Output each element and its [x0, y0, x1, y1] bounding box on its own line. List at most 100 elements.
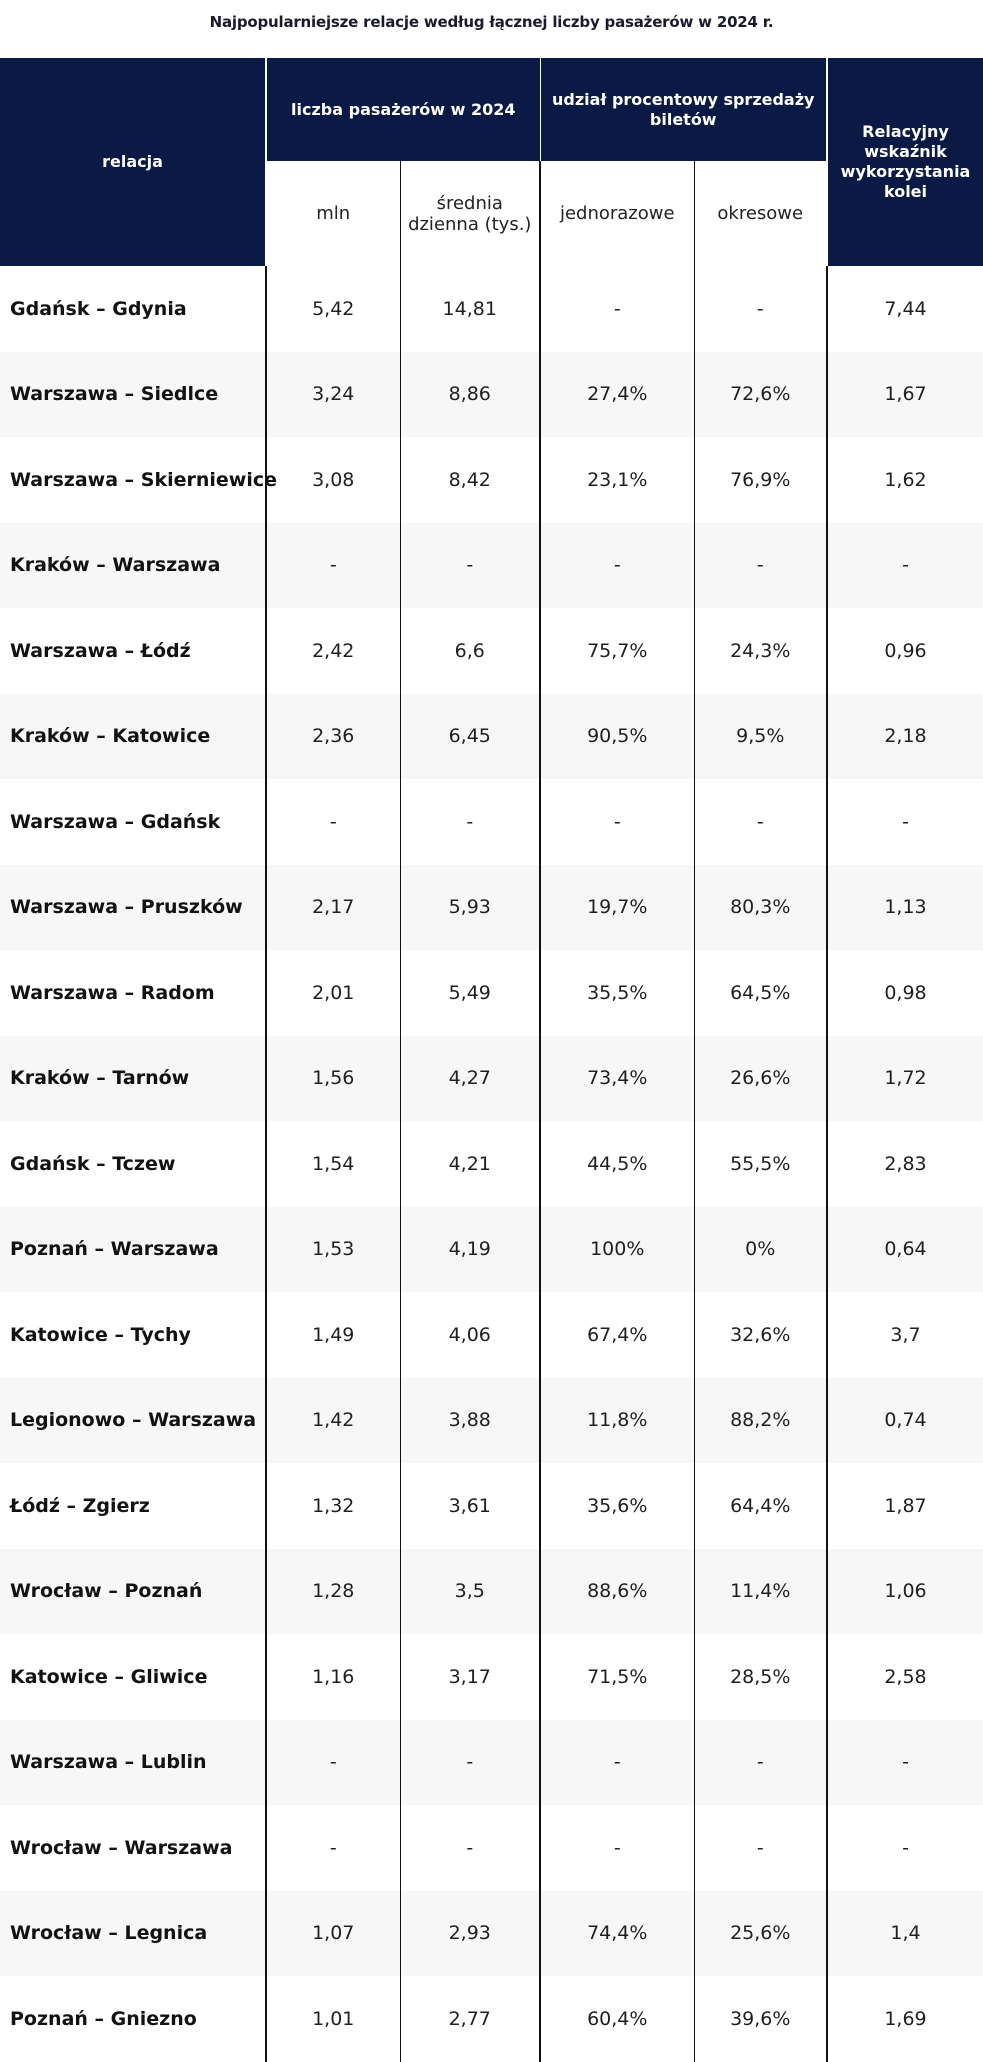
table-row: Wrocław – Poznań 1,28 3,5 88,6% 11,4% 1,06 [0, 1548, 983, 1634]
table-row: Warszawa – Łódź 2,42 6,6 75,7% 24,3% 0,96 [0, 608, 983, 694]
cell-okresowe: - [693, 1719, 827, 1805]
cell-srednia: - [399, 522, 540, 608]
table-row: Warszawa – Skierniewice 3,08 8,42 23,1% 76,9… [0, 437, 983, 523]
cell-okresowe: 25,6% [693, 1890, 827, 1976]
cell-jednorazowe: 11,8% [539, 1377, 694, 1463]
cell-wskaznik: - [826, 522, 983, 608]
cell-jednorazowe: 27,4% [539, 351, 694, 437]
header-wskaznik: Relacyjny wskaźnik wykorzystania kolei [826, 58, 983, 266]
cell-okresowe: 64,5% [693, 950, 827, 1036]
cell-srednia: 4,21 [399, 1121, 540, 1207]
passenger-table: relacja liczba pasażerów w 2024 udział p… [0, 58, 983, 2062]
cell-okresowe: 0% [693, 1206, 827, 1292]
cell-mln: 2,17 [266, 864, 400, 950]
cell-okresowe: - [693, 779, 827, 865]
cell-relacja: Warszawa – Gdańsk [0, 779, 267, 865]
cell-mln: 1,42 [266, 1377, 400, 1463]
cell-srednia: 8,42 [399, 437, 540, 523]
cell-okresowe: 76,9% [693, 437, 827, 523]
table-row: Kraków – Katowice 2,36 6,45 90,5% 9,5% 2,18 [0, 693, 983, 779]
cell-okresowe: 11,4% [693, 1548, 827, 1634]
cell-mln: 3,08 [266, 437, 400, 523]
cell-jednorazowe: 100% [539, 1206, 694, 1292]
cell-relacja: Warszawa – Łódź [0, 608, 267, 694]
table-row: Katowice – Tychy 1,49 4,06 67,4% 32,6% 3,7 [0, 1292, 983, 1378]
cell-relacja: Kraków – Warszawa [0, 522, 267, 608]
cell-relacja: Wrocław – Poznań [0, 1548, 267, 1634]
cell-wskaznik: 0,96 [826, 608, 983, 694]
cell-srednia: 2,77 [399, 1976, 540, 2062]
cell-jednorazowe: 71,5% [539, 1634, 694, 1720]
header-jednorazowe: jednorazowe [539, 161, 694, 266]
table-row: Gdańsk – Tczew 1,54 4,21 44,5% 55,5% 2,83 [0, 1121, 983, 1207]
table-row: Warszawa – Gdańsk - - - - - [0, 779, 983, 865]
cell-wskaznik: 1,06 [826, 1548, 983, 1634]
cell-okresowe: - [693, 266, 827, 352]
cell-jednorazowe: 88,6% [539, 1548, 694, 1634]
cell-mln: 1,56 [266, 1035, 400, 1121]
cell-wskaznik: 3,7 [826, 1292, 983, 1378]
cell-srednia: 6,45 [399, 693, 540, 779]
table-row: Wrocław – Warszawa - - - - - [0, 1805, 983, 1891]
table-row: Kraków – Tarnów 1,56 4,27 73,4% 26,6% 1,72 [0, 1035, 983, 1121]
cell-jednorazowe: 90,5% [539, 693, 694, 779]
cell-srednia: 14,81 [399, 266, 540, 352]
cell-srednia: 4,27 [399, 1035, 540, 1121]
cell-wskaznik: 0,64 [826, 1206, 983, 1292]
table-row: Kraków – Warszawa - - - - - [0, 522, 983, 608]
cell-srednia: 5,93 [399, 864, 540, 950]
cell-mln: - [266, 779, 400, 865]
cell-mln: 5,42 [266, 266, 400, 352]
cell-okresowe: 9,5% [693, 693, 827, 779]
table-title: Najpopularniejsze relacje według łącznej… [209, 13, 774, 31]
cell-wskaznik: - [826, 1719, 983, 1805]
cell-mln: 1,54 [266, 1121, 400, 1207]
cell-wskaznik: 1,69 [826, 1976, 983, 2062]
cell-srednia: - [399, 779, 540, 865]
cell-srednia: 3,61 [399, 1463, 540, 1549]
cell-relacja: Katowice – Gliwice [0, 1634, 267, 1720]
cell-wskaznik: 1,87 [826, 1463, 983, 1549]
cell-relacja: Kraków – Tarnów [0, 1035, 267, 1121]
table-row: Legionowo – Warszawa 1,42 3,88 11,8% 88,2% 0,… [0, 1377, 983, 1463]
cell-okresowe: 32,6% [693, 1292, 827, 1378]
cell-relacja: Gdańsk – Tczew [0, 1121, 267, 1207]
cell-okresowe: 39,6% [693, 1976, 827, 2062]
cell-relacja: Łódź – Zgierz [0, 1463, 267, 1549]
cell-wskaznik: 0,98 [826, 950, 983, 1036]
cell-relacja: Warszawa – Lublin [0, 1719, 267, 1805]
cell-wskaznik: - [826, 779, 983, 865]
cell-jednorazowe: 35,5% [539, 950, 694, 1036]
cell-okresowe: 28,5% [693, 1634, 827, 1720]
cell-jednorazowe: - [539, 266, 694, 352]
header-relacja: relacja [0, 58, 267, 266]
header-row-top: relacja liczba pasażerów w 2024 udział p… [0, 58, 983, 266]
cell-wskaznik: 0,74 [826, 1377, 983, 1463]
cell-relacja: Kraków – Katowice [0, 693, 267, 779]
cell-relacja: Katowice – Tychy [0, 1292, 267, 1378]
cell-srednia: 3,17 [399, 1634, 540, 1720]
cell-relacja: Legionowo – Warszawa [0, 1377, 267, 1463]
cell-srednia: 3,88 [399, 1377, 540, 1463]
cell-jednorazowe: 19,7% [539, 864, 694, 950]
cell-mln: 1,32 [266, 1463, 400, 1549]
cell-mln: 2,36 [266, 693, 400, 779]
cell-wskaznik: 1,4 [826, 1890, 983, 1976]
cell-jednorazowe: 35,6% [539, 1463, 694, 1549]
table-row: Gdańsk – Gdynia 5,42 14,81- -7,44 [0, 266, 983, 352]
cell-wskaznik: - [826, 1805, 983, 1891]
cell-relacja: Gdańsk – Gdynia [0, 266, 267, 352]
cell-srednia: 4,19 [399, 1206, 540, 1292]
cell-mln: - [266, 522, 400, 608]
cell-wskaznik: 1,72 [826, 1035, 983, 1121]
cell-jednorazowe: 75,7% [539, 608, 694, 694]
cell-mln: 3,24 [266, 351, 400, 437]
header-mln: mln [265, 161, 400, 266]
cell-okresowe: 72,6% [693, 351, 827, 437]
cell-okresowe: 26,6% [693, 1035, 827, 1121]
cell-mln: 2,01 [266, 950, 400, 1036]
table-row: Wrocław – Legnica 1,07 2,93 74,4% 25,6% 1,4 [0, 1890, 983, 1976]
cell-wskaznik: 2,83 [826, 1121, 983, 1207]
cell-okresowe: 24,3% [693, 608, 827, 694]
cell-mln: 1,16 [266, 1634, 400, 1720]
